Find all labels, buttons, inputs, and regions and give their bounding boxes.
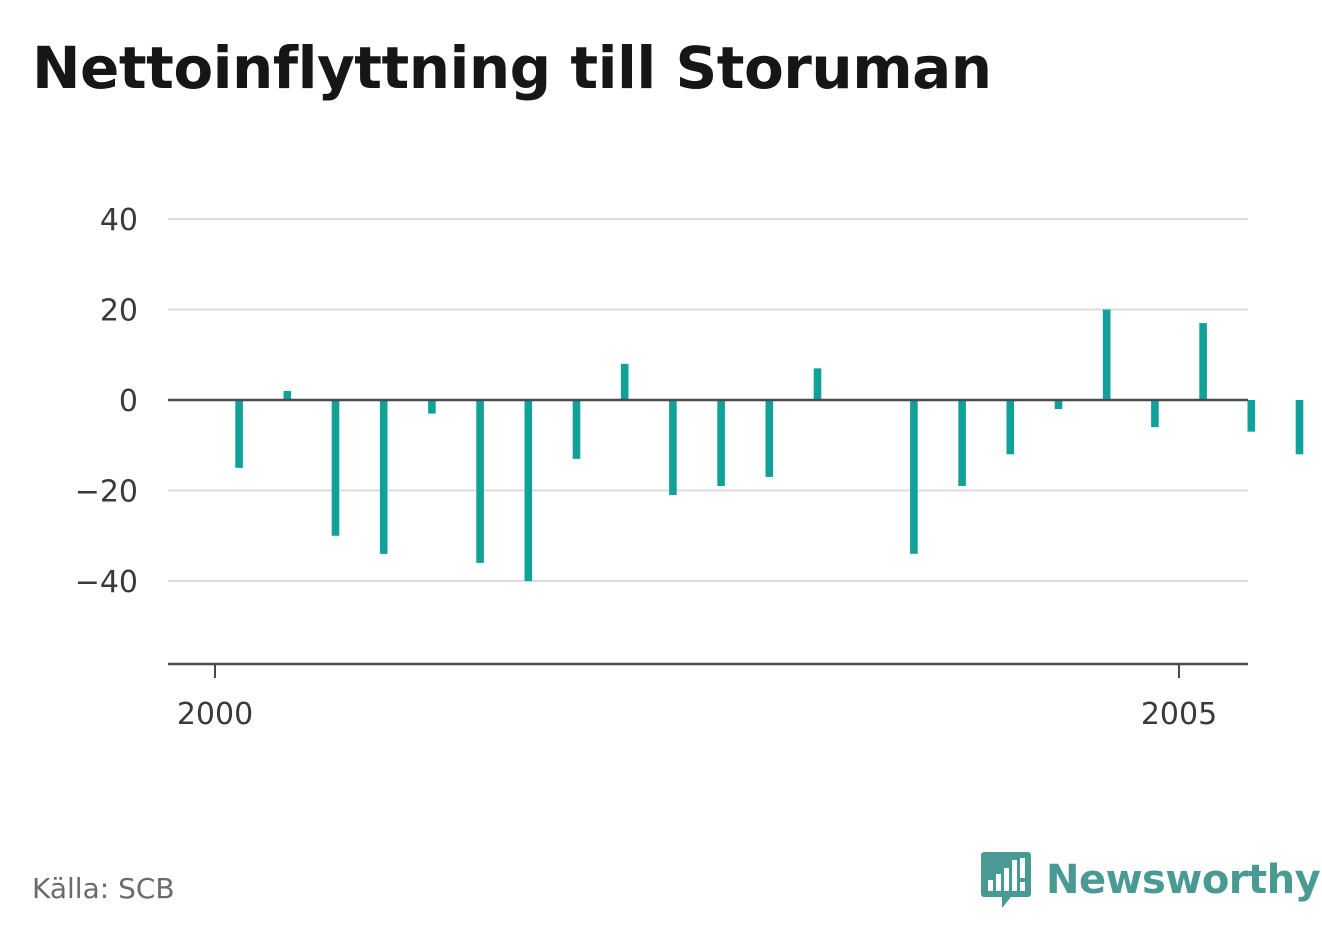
bar (1102, 309, 1111, 400)
bar (765, 400, 774, 477)
bar (620, 363, 629, 400)
bar (379, 400, 388, 554)
y-tick-label: 40 (100, 203, 138, 238)
y-tick-label: 20 (100, 294, 138, 329)
bar (813, 368, 822, 400)
bar (1054, 400, 1063, 410)
bar (669, 400, 677, 496)
bar-chart-speech-bubble-icon (981, 852, 1031, 908)
bar (717, 400, 725, 486)
bar (1006, 400, 1015, 455)
source-note: Källa: SCB (32, 872, 175, 905)
bar (476, 400, 484, 563)
bar (331, 400, 340, 536)
bar (572, 400, 581, 459)
bar-series (235, 309, 1304, 581)
bar (524, 400, 533, 581)
brand-logo: Newsworthy (980, 850, 1321, 910)
bar (283, 390, 292, 400)
y-tick-label: −20 (75, 475, 138, 510)
bar (1199, 323, 1207, 400)
x-tick-label: 2005 (1141, 697, 1217, 732)
bar (1295, 400, 1304, 455)
bar (1247, 400, 1256, 432)
x-tick-label: 2000 (177, 697, 253, 732)
y-axis: 40 20 0 −20 −40 (75, 203, 138, 600)
chart-title: Nettoinflyttning till Storuman (32, 34, 992, 102)
y-tick-label: 0 (119, 384, 138, 419)
bar (1151, 400, 1159, 428)
bar (428, 400, 436, 414)
bar (910, 400, 918, 554)
y-tick-label: −40 (75, 565, 138, 600)
brand-name: Newsworthy (1046, 857, 1321, 903)
grid-lines (168, 218, 1248, 582)
bar (958, 400, 966, 486)
x-axis: 200020052010201520202025 (177, 664, 1217, 732)
bar (235, 400, 243, 468)
